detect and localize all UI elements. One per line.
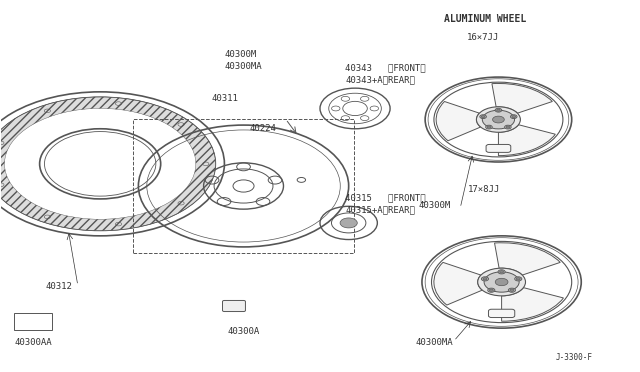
Circle shape	[490, 289, 493, 291]
Text: 40300M: 40300M	[419, 201, 451, 210]
Circle shape	[508, 288, 515, 292]
Circle shape	[500, 271, 504, 273]
Circle shape	[515, 277, 522, 281]
Circle shape	[486, 125, 492, 129]
Circle shape	[497, 109, 500, 111]
Circle shape	[477, 268, 525, 296]
Wedge shape	[495, 243, 560, 275]
Circle shape	[495, 108, 502, 112]
FancyBboxPatch shape	[486, 144, 511, 153]
Circle shape	[340, 218, 357, 228]
Text: 40315   〈FRONT〉
40315+A〈REAR〉: 40315 〈FRONT〉 40315+A〈REAR〉	[346, 193, 426, 214]
Circle shape	[297, 177, 305, 182]
Circle shape	[498, 270, 505, 274]
Circle shape	[476, 107, 520, 132]
Wedge shape	[436, 102, 481, 141]
Text: J-3300-F: J-3300-F	[556, 353, 593, 362]
FancyBboxPatch shape	[488, 309, 515, 318]
Text: 40300AA: 40300AA	[14, 338, 52, 347]
Circle shape	[504, 125, 511, 129]
Wedge shape	[0, 97, 216, 231]
Circle shape	[512, 116, 516, 118]
Text: 40300MA: 40300MA	[415, 338, 453, 347]
Circle shape	[483, 110, 515, 129]
Wedge shape	[492, 83, 552, 113]
Circle shape	[488, 288, 495, 292]
Text: 40224: 40224	[250, 124, 276, 132]
Wedge shape	[499, 125, 556, 155]
Circle shape	[483, 278, 487, 280]
Text: 40300M
40300MA: 40300M 40300MA	[225, 50, 262, 71]
Circle shape	[480, 115, 486, 119]
Wedge shape	[434, 262, 483, 305]
Circle shape	[510, 289, 514, 291]
Circle shape	[481, 277, 488, 281]
Text: 16×7JJ: 16×7JJ	[467, 33, 499, 42]
Circle shape	[511, 115, 517, 119]
Circle shape	[495, 278, 508, 286]
Text: 40343   〈FRONT〉
40343+A〈REAR〉: 40343 〈FRONT〉 40343+A〈REAR〉	[346, 64, 426, 84]
Circle shape	[506, 126, 509, 128]
FancyBboxPatch shape	[223, 301, 246, 311]
Wedge shape	[502, 288, 563, 321]
Text: 40300A: 40300A	[228, 327, 260, 336]
Circle shape	[481, 116, 485, 118]
Circle shape	[493, 116, 504, 123]
Text: 40312: 40312	[46, 282, 73, 291]
Text: ALUMINUM WHEEL: ALUMINUM WHEEL	[444, 14, 527, 24]
Text: 17×8JJ: 17×8JJ	[468, 185, 500, 193]
Circle shape	[487, 126, 491, 128]
Circle shape	[484, 272, 519, 292]
Circle shape	[516, 278, 520, 280]
Text: 40311: 40311	[212, 94, 239, 103]
